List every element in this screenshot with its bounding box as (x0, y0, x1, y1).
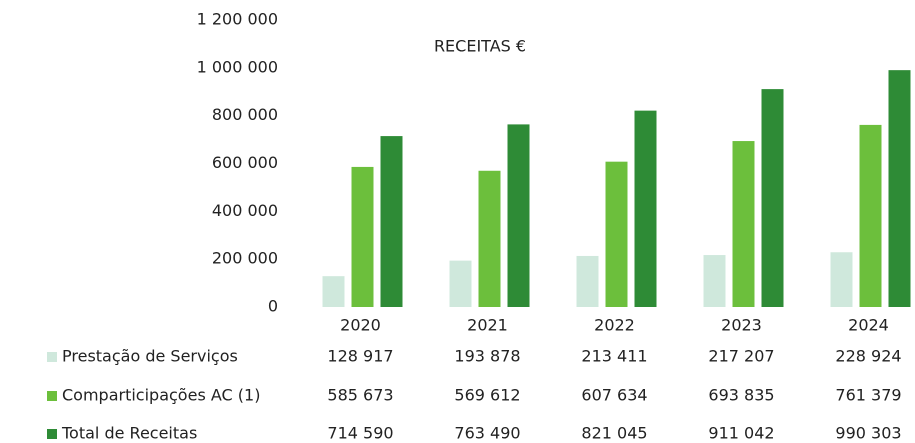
bar (703, 255, 726, 307)
bar (830, 252, 853, 307)
x-tick-label: 2022 (594, 316, 635, 335)
table-value: 763 490 (454, 424, 520, 443)
legend-label: Comparticipações AC (1) (62, 386, 260, 405)
bar (507, 124, 530, 307)
y-tick-label: 200 000 (212, 249, 278, 268)
x-tick-label: 2024 (848, 316, 889, 335)
bar (576, 255, 599, 307)
table-value: 693 835 (708, 386, 774, 405)
table-value: 821 045 (581, 424, 647, 443)
table-value: 585 673 (327, 386, 393, 405)
y-tick-label: 0 (268, 297, 278, 316)
x-tick-label: 2020 (340, 316, 381, 335)
table-value: 569 612 (454, 386, 520, 405)
bar (605, 161, 628, 307)
legend-swatch (47, 391, 57, 401)
y-tick-label: 800 000 (212, 105, 278, 124)
table-value: 607 634 (581, 386, 647, 405)
bar (322, 276, 345, 307)
table-value: 990 303 (835, 424, 901, 443)
table-value: 228 924 (835, 347, 901, 366)
table-value: 217 207 (708, 347, 774, 366)
table-value: 761 379 (835, 386, 901, 405)
chart-title: RECEITAS € (434, 37, 526, 56)
x-tick-label: 2023 (721, 316, 762, 335)
table-value: 911 042 (708, 424, 774, 443)
y-tick-label: 400 000 (212, 201, 278, 220)
legend-swatch (47, 429, 57, 439)
legend-label: Total de Receitas (61, 424, 197, 443)
bar (478, 170, 501, 307)
x-tick-label: 2021 (467, 316, 508, 335)
bar (449, 260, 472, 307)
table-value: 128 917 (327, 347, 393, 366)
y-tick-label: 1 000 000 (197, 57, 278, 76)
table-value: 714 590 (327, 424, 393, 443)
bar (888, 70, 911, 308)
bar (859, 124, 882, 307)
table-value: 193 878 (454, 347, 520, 366)
table-value: 213 411 (581, 347, 647, 366)
legend-label: Prestação de Serviços (62, 347, 238, 366)
bar (732, 141, 755, 307)
bar (761, 89, 784, 307)
legend-swatch (47, 352, 57, 362)
bar (351, 166, 374, 307)
bar (634, 110, 657, 307)
bar (380, 136, 403, 307)
y-tick-label: 600 000 (212, 153, 278, 172)
y-tick-label: 1 200 000 (197, 10, 278, 29)
